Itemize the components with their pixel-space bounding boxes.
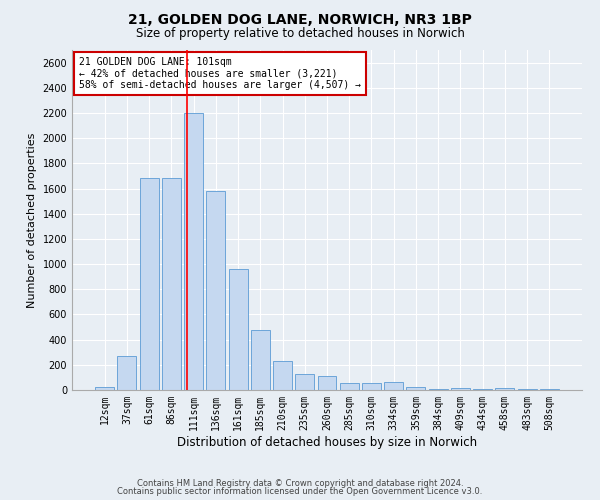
Text: Contains HM Land Registry data © Crown copyright and database right 2024.: Contains HM Land Registry data © Crown c… — [137, 478, 463, 488]
Text: Contains public sector information licensed under the Open Government Licence v3: Contains public sector information licen… — [118, 487, 482, 496]
Bar — [496, 388, 514, 390]
Text: 21, GOLDEN DOG LANE, NORWICH, NR3 1BP: 21, GOLDEN DOG LANE, NORWICH, NR3 1BP — [128, 12, 472, 26]
Bar — [317, 376, 337, 390]
Bar — [429, 388, 448, 390]
Bar — [362, 383, 381, 390]
Bar — [406, 387, 425, 390]
Bar — [273, 361, 292, 390]
Bar — [384, 382, 403, 390]
Bar — [540, 389, 559, 390]
Bar — [295, 374, 314, 390]
Text: 21 GOLDEN DOG LANE: 101sqm
← 42% of detached houses are smaller (3,221)
58% of s: 21 GOLDEN DOG LANE: 101sqm ← 42% of deta… — [79, 57, 361, 90]
Bar — [229, 269, 248, 390]
Bar — [118, 356, 136, 390]
Bar — [451, 388, 470, 390]
Y-axis label: Number of detached properties: Number of detached properties — [27, 132, 37, 308]
Bar — [162, 178, 181, 390]
Bar — [95, 388, 114, 390]
Bar — [251, 330, 270, 390]
Text: Size of property relative to detached houses in Norwich: Size of property relative to detached ho… — [136, 28, 464, 40]
X-axis label: Distribution of detached houses by size in Norwich: Distribution of detached houses by size … — [177, 436, 477, 448]
Bar — [340, 383, 359, 390]
Bar — [206, 191, 225, 390]
Bar — [184, 113, 203, 390]
Bar — [140, 178, 158, 390]
